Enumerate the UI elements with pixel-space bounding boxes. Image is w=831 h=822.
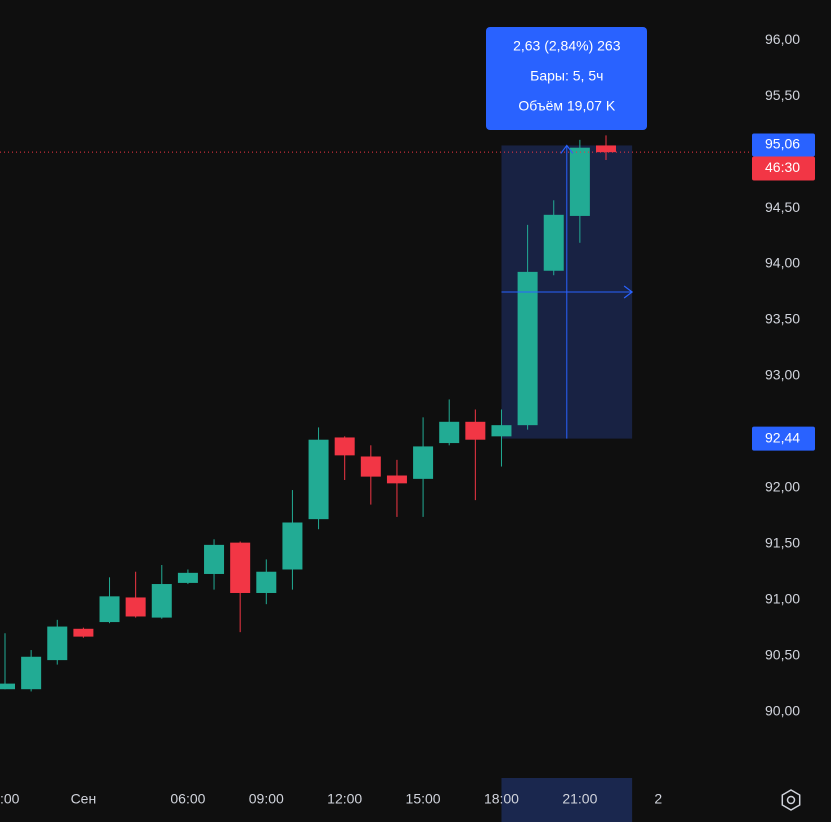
- tooltip-line: Бары: 5, 5ч: [530, 68, 603, 84]
- candle-body: [517, 271, 538, 426]
- y-tick-label: 92,00: [765, 479, 800, 495]
- candle-body: [125, 597, 146, 617]
- x-tick-label: 06:00: [170, 791, 205, 807]
- candle-body: [386, 475, 407, 484]
- measure-arrow: [623, 285, 634, 299]
- candle-body: [308, 439, 329, 520]
- measure-arrow: [560, 144, 574, 154]
- candle-body: [151, 584, 172, 618]
- price-label: 95,06: [765, 136, 800, 152]
- y-tick-label: 94,50: [765, 199, 800, 215]
- candle-body: [73, 628, 94, 637]
- candle-body: [595, 145, 616, 153]
- settings-icon[interactable]: [781, 789, 801, 811]
- candle-body: [413, 446, 434, 479]
- candle-body: [21, 656, 42, 690]
- candle-body: [204, 544, 225, 574]
- tooltip-line: 2,63 (2,84%) 263: [513, 38, 621, 54]
- y-tick-label: 96,00: [765, 31, 800, 47]
- y-tick-label: 91,00: [765, 590, 800, 606]
- candle-body: [256, 571, 277, 593]
- y-tick-label: 94,00: [765, 255, 800, 271]
- x-tick-label: 12:00: [327, 791, 362, 807]
- candle-body: [230, 542, 251, 593]
- candle-body: [543, 214, 564, 271]
- y-tick-label: 90,00: [765, 702, 800, 718]
- price-label-box: [752, 426, 815, 451]
- candle-body: [439, 421, 460, 444]
- tooltip-line: Объём 19,07 K: [518, 98, 615, 114]
- x-tick-label: 2: [654, 791, 662, 807]
- price-label: 92,44: [765, 429, 800, 445]
- y-tick-label: 93,00: [765, 367, 800, 383]
- candle-body: [491, 425, 512, 437]
- price-label-box: [752, 133, 815, 157]
- x-tick-label: 15:00: [406, 791, 441, 807]
- measure-tooltip: [486, 27, 647, 130]
- candle-body: [465, 421, 486, 440]
- candle-body: [282, 522, 303, 570]
- x-tick-label: Сен: [71, 791, 97, 807]
- candle-body: [360, 456, 381, 477]
- x-tick-label: 18:00: [484, 791, 519, 807]
- y-tick-label: 90,50: [765, 646, 800, 662]
- candle-body: [177, 572, 198, 583]
- countdown-box: [752, 156, 815, 181]
- candle-body: [47, 626, 68, 661]
- x-tick-label: 09:00: [249, 791, 284, 807]
- candle-body: [334, 437, 355, 456]
- candle-body: [99, 596, 120, 623]
- x-tick-label: :00: [0, 791, 20, 807]
- measure-time-band: [501, 778, 633, 822]
- y-tick-label: 93,50: [765, 311, 800, 327]
- candle-body: [0, 683, 15, 690]
- x-tick-label: 21:00: [562, 791, 597, 807]
- countdown: 46:30: [765, 159, 800, 175]
- y-tick-label: 95,50: [765, 87, 800, 103]
- y-tick-label: 91,50: [765, 534, 800, 550]
- candle-body: [569, 147, 590, 216]
